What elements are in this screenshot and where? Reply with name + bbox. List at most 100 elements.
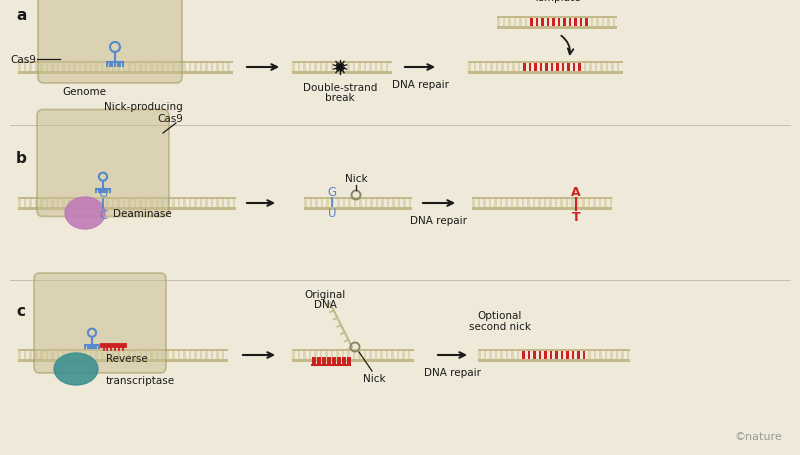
Bar [583,64,586,72]
Bar [544,351,546,359]
Bar [29,64,31,72]
Bar [342,64,344,72]
Bar [298,351,300,359]
Bar [545,64,547,72]
Text: U: U [328,207,336,219]
Bar [95,64,98,72]
Bar [62,64,65,72]
Bar [46,351,48,359]
Bar [95,351,98,359]
Bar [402,351,405,359]
Bar [111,64,114,72]
Bar [57,64,59,72]
Bar [374,64,377,72]
Bar [210,64,213,72]
Bar [67,64,70,72]
Bar [499,200,502,207]
Text: C: C [99,208,107,222]
Bar [90,351,92,359]
Bar [571,351,574,359]
Bar [95,200,98,207]
Bar [172,200,174,207]
Bar [483,351,486,359]
Bar [199,200,202,207]
Bar [51,64,54,72]
Bar [150,64,153,72]
Bar [62,351,65,359]
Bar [34,351,37,359]
Bar [90,64,92,72]
Bar [523,64,526,72]
Bar [566,200,568,207]
Text: Optional: Optional [478,310,522,320]
Bar [347,64,350,72]
Text: Cas9: Cas9 [157,114,183,124]
Bar [497,19,499,27]
Bar [205,351,207,359]
Bar [478,349,630,351]
Bar [605,351,607,359]
Bar [139,64,142,72]
Bar [117,200,119,207]
Bar [145,351,147,359]
Text: ©nature: ©nature [734,431,782,441]
Bar [358,64,361,72]
Bar [292,359,414,362]
FancyBboxPatch shape [38,0,182,84]
Bar [596,19,598,27]
Bar [90,200,92,207]
Bar [489,200,491,207]
Text: Template: Template [534,0,581,3]
Bar [183,200,186,207]
Bar [189,351,191,359]
Bar [578,64,581,72]
Bar [298,64,300,72]
Bar [166,351,169,359]
Bar [67,351,70,359]
Bar [529,64,531,72]
Bar [327,357,330,365]
Bar [546,19,549,27]
Bar [380,64,382,72]
Bar [314,64,317,72]
Bar [409,200,411,207]
Bar [474,64,476,72]
Bar [353,64,355,72]
Bar [161,351,163,359]
Bar [541,19,543,27]
Bar [337,200,339,207]
Bar [18,207,236,210]
Text: DNA repair: DNA repair [425,367,482,377]
Bar [330,351,333,359]
Bar [216,351,218,359]
Bar [101,200,103,207]
Bar [587,200,590,207]
Bar [342,200,345,207]
Text: Deaminase: Deaminase [113,208,172,218]
Circle shape [338,65,342,71]
Bar [134,64,136,72]
FancyBboxPatch shape [37,110,169,217]
Bar [391,351,394,359]
Bar [347,351,350,359]
Bar [336,351,338,359]
Bar [292,349,414,351]
Bar [106,351,109,359]
Bar [122,351,125,359]
Bar [554,200,557,207]
Bar [292,61,392,64]
Text: DNA: DNA [314,299,337,309]
Bar [497,16,617,19]
Bar [516,200,518,207]
Bar [166,64,169,72]
Bar [566,351,569,359]
Bar [342,351,344,359]
Bar [626,351,629,359]
Bar [18,72,233,74]
Bar [472,197,612,200]
Bar [582,200,585,207]
Bar [84,64,86,72]
Bar [216,200,218,207]
Bar [292,72,392,74]
Text: transcriptase: transcriptase [106,375,175,385]
